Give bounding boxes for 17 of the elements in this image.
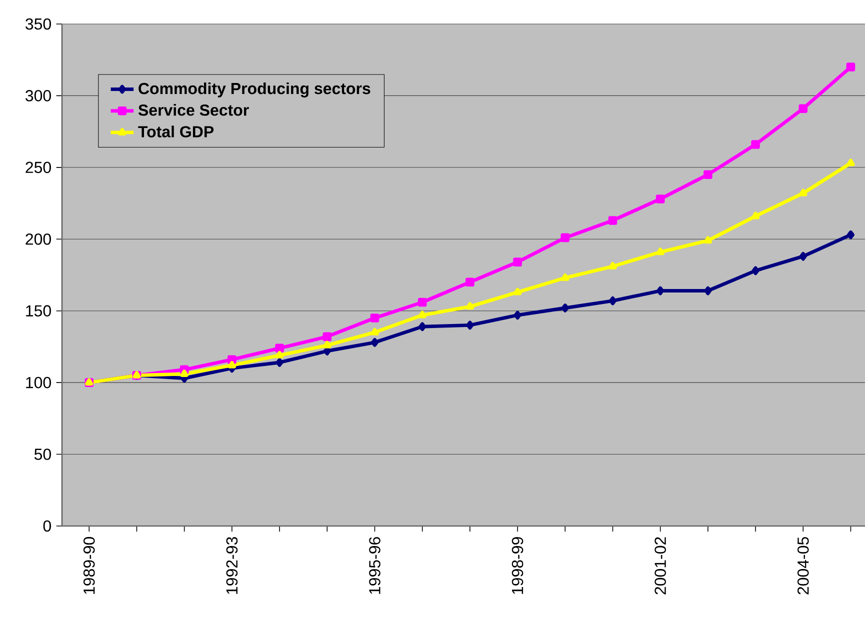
y-tick-label: 0 (43, 520, 51, 532)
y-tick-label: 250 (26, 162, 51, 174)
legend-label: Service Sector (138, 104, 249, 116)
y-tick-label: 350 (26, 18, 51, 30)
y-tick-label: 100 (26, 376, 51, 388)
x-tick-label: 2004-05 (797, 537, 809, 594)
x-tick-label: 1995-96 (369, 537, 380, 594)
x-tick-label: 1989-90 (83, 537, 95, 594)
x-tick-label: 1992-93 (226, 537, 238, 594)
y-tick-label: 200 (26, 233, 51, 245)
x-tick-label: 2001-02 (654, 537, 666, 594)
legend-label: Total GDP (138, 126, 214, 138)
y-tick-label: 50 (34, 448, 51, 460)
y-tick-label: 300 (26, 90, 51, 102)
x-tick-label: 1998-99 (512, 537, 524, 594)
y-tick-label: 150 (26, 305, 51, 316)
legend-label: Commodity Producing sectors (138, 82, 370, 98)
